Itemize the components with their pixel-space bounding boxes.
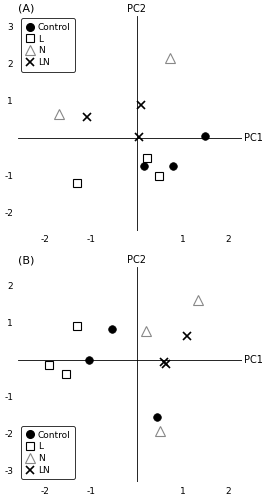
Legend: Control, L, N, LN: Control, L, N, LN xyxy=(21,18,75,72)
Text: PC1: PC1 xyxy=(244,133,263,143)
Text: (B): (B) xyxy=(18,255,34,265)
Text: (A): (A) xyxy=(18,4,34,14)
Text: PC2: PC2 xyxy=(127,255,146,265)
Legend: Control, L, N, LN: Control, L, N, LN xyxy=(21,426,75,480)
Text: PC1: PC1 xyxy=(244,354,263,364)
Text: PC2: PC2 xyxy=(127,4,146,14)
